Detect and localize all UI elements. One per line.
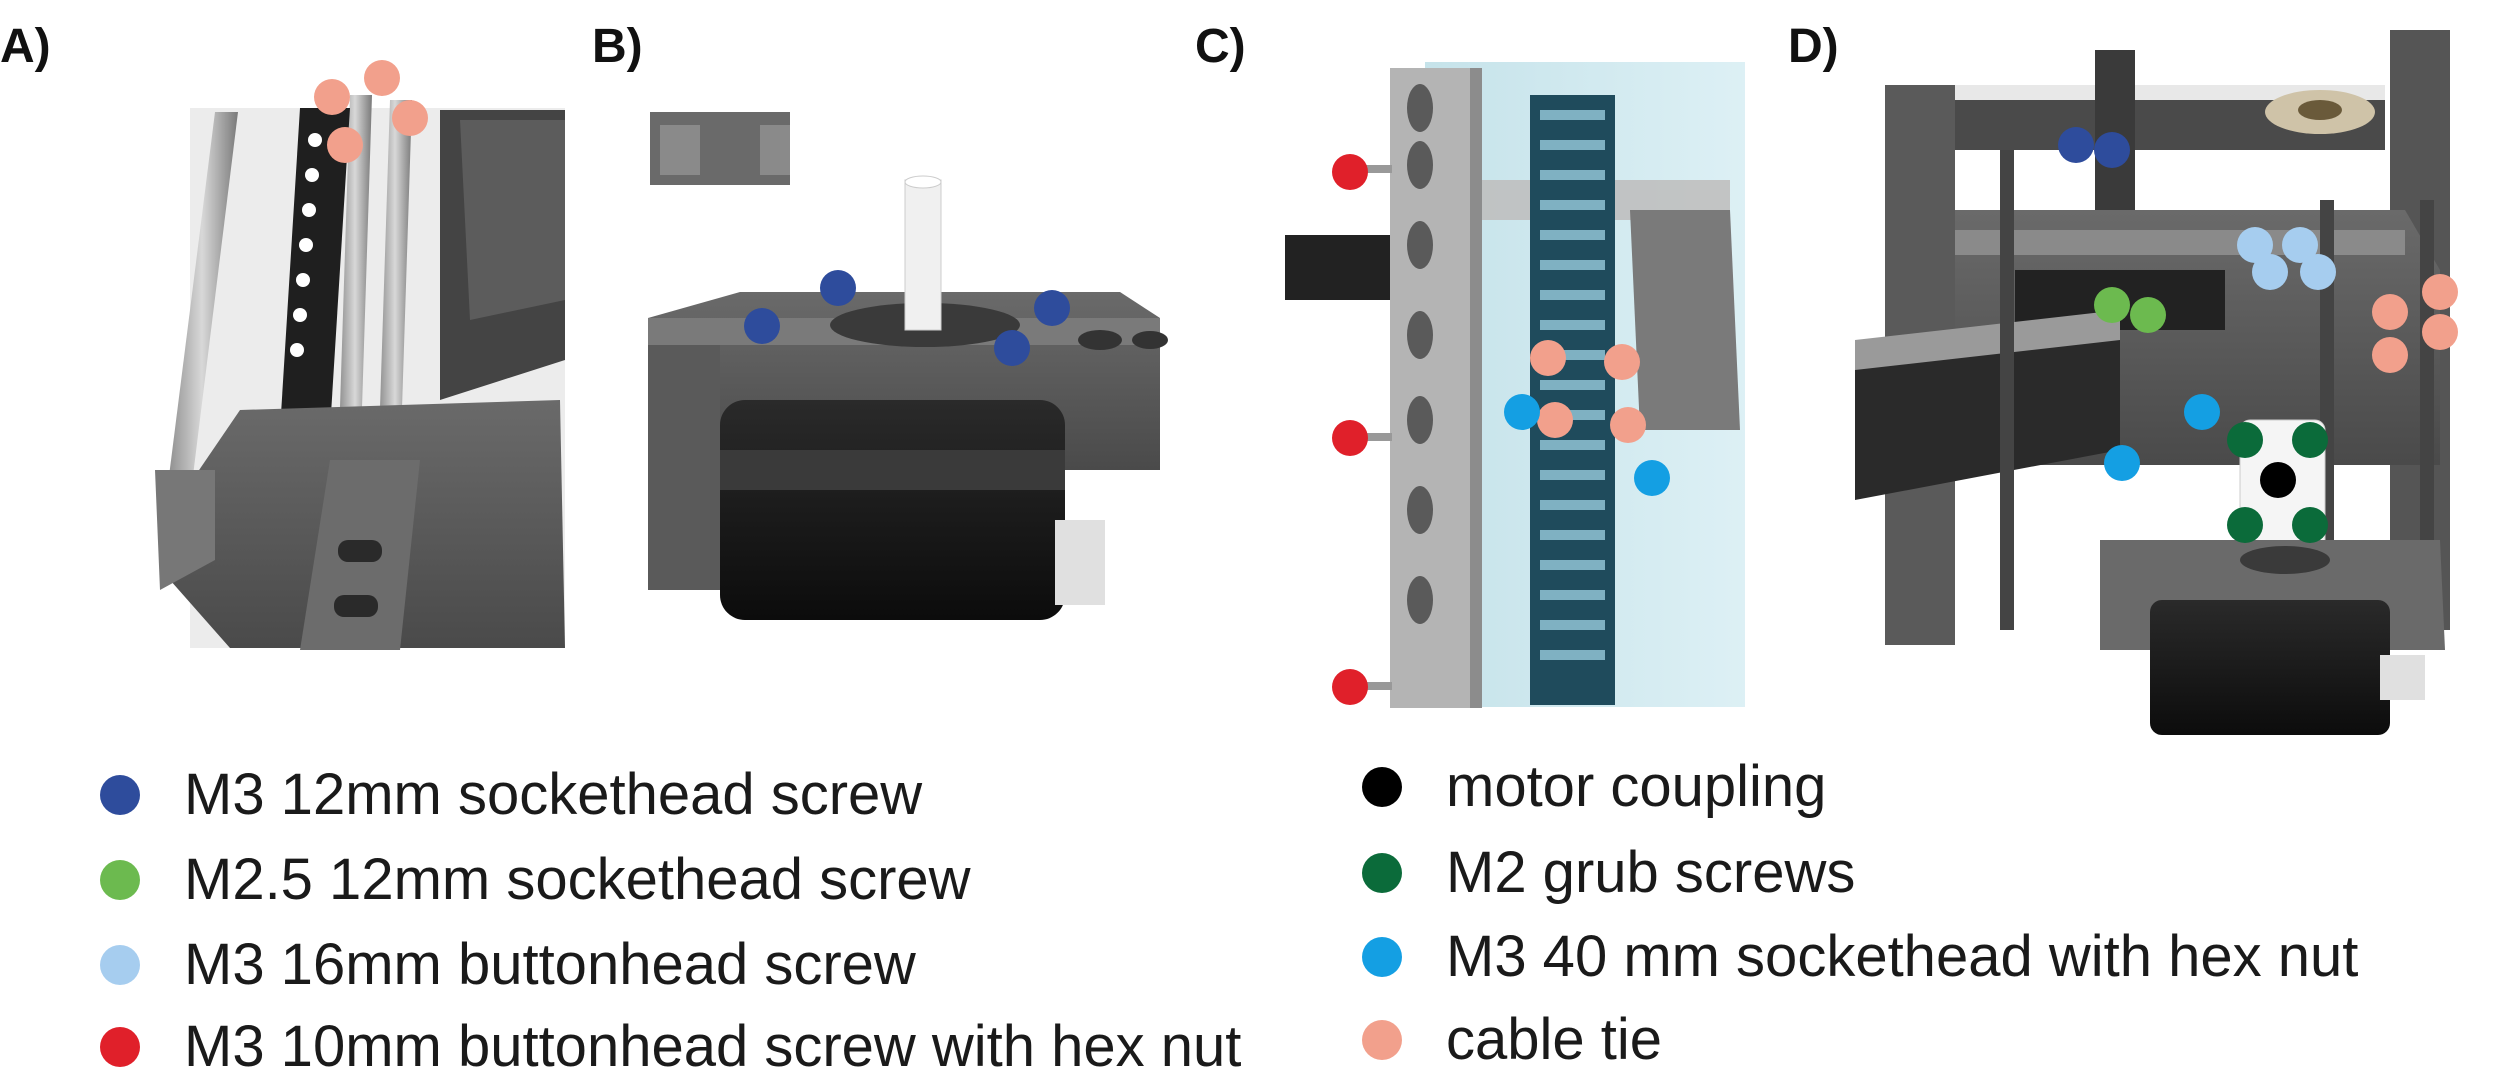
m3-12-sockethead-dot: [820, 270, 856, 306]
panel-label-a: A): [0, 20, 51, 73]
m2-grub-dot: [2292, 507, 2328, 543]
m3-40-sockethead-dot: [1504, 394, 1540, 430]
cable-tie-dot: [314, 79, 350, 115]
cable-tie-dot: [1530, 340, 1566, 376]
m3-16-buttonhead-dot: [2252, 254, 2288, 290]
legend-label-m3-16-buttonhead: M3 16mm buttonhead screw: [184, 932, 916, 997]
legend-label-cable-tie: cable tie: [1446, 1007, 1663, 1072]
m3-40-sockethead-dot: [2184, 394, 2220, 430]
panel-label-d: D): [1788, 20, 1839, 73]
m3-40-sockethead-dot: [1634, 460, 1670, 496]
m3-10-buttonhead-dot: [1332, 669, 1368, 705]
m3-10-buttonhead-dot: [1332, 420, 1368, 456]
cable-tie-dot: [2372, 337, 2408, 373]
m2-grub-dot: [2227, 507, 2263, 543]
panel-label-b: B): [592, 20, 643, 73]
m3-16-buttonhead-markers: [2237, 227, 2336, 290]
motor-coupling-dot: [2260, 462, 2296, 498]
m3-10-buttonhead-dot: [1332, 154, 1368, 190]
legend-label-m3-12-sockethead: M3 12mm sockethead screw: [184, 762, 923, 827]
m25-12-sockethead-markers: [2094, 287, 2166, 333]
m25-12-sockethead-dot: [2130, 297, 2166, 333]
m3-12-sockethead-dot: [744, 308, 780, 344]
m3-16-buttonhead-dot: [2237, 227, 2273, 263]
m3-12-sockethead-dot: [2094, 132, 2130, 168]
legend-dot-m25-12-sockethead: [100, 860, 140, 900]
m3-16-buttonhead-dot: [2300, 254, 2336, 290]
m3-12-sockethead-dot: [994, 330, 1030, 366]
cable-tie-dot: [1604, 344, 1640, 380]
panel-c-render: [1285, 62, 1745, 708]
m2-grub-markers: [2227, 422, 2328, 543]
panel-a-render: [155, 95, 565, 650]
legend-dot-m2-grub: [1362, 853, 1402, 893]
m3-12-sockethead-dot: [2058, 127, 2094, 163]
panel-b-render: [648, 112, 1168, 620]
cable-tie-dot: [1537, 402, 1573, 438]
legend-label-m3-10-buttonhead: M3 10mm buttonhead screw with hex nut: [184, 1014, 1242, 1079]
legend-dot-m3-10-buttonhead: [100, 1027, 140, 1067]
legend-label-m2-grub: M2 grub screws: [1446, 840, 1856, 905]
cable-tie-dot: [364, 60, 400, 96]
legend-label-m25-12-sockethead: M2.5 12mm sockethead screw: [184, 847, 971, 912]
legend-dot-m3-16-buttonhead: [100, 945, 140, 985]
legend-label-m3-40-sockethead: M3 40 mm sockethead with hex nut: [1446, 924, 2359, 989]
legend-label-motor-coupling: motor coupling: [1446, 754, 1827, 819]
cable-tie-dot: [2372, 294, 2408, 330]
m3-40-sockethead-dot: [2104, 445, 2140, 481]
cable-tie-dot: [327, 127, 363, 163]
legend-dot-motor-coupling: [1362, 767, 1402, 807]
legend-dot-m3-12-sockethead: [100, 775, 140, 815]
m3-12-sockethead-markers: [744, 127, 2130, 366]
m3-40-sockethead-markers: [1504, 394, 2220, 496]
m3-16-buttonhead-dot: [2282, 227, 2318, 263]
panel-label-c: C): [1195, 20, 1246, 73]
m2-grub-dot: [2227, 422, 2263, 458]
legend-dot-cable-tie: [1362, 1020, 1402, 1060]
m3-12-sockethead-dot: [1034, 290, 1070, 326]
cable-tie-markers: [314, 60, 2458, 443]
m25-12-sockethead-dot: [2094, 287, 2130, 323]
cable-tie-dot: [1610, 407, 1646, 443]
m3-10-buttonhead-markers: [1332, 154, 1368, 705]
m2-grub-dot: [2292, 422, 2328, 458]
cable-tie-dot: [2422, 274, 2458, 310]
cable-tie-dot: [2422, 314, 2458, 350]
legend-dot-m3-40-sockethead: [1362, 937, 1402, 977]
panel-d-render: [1855, 30, 2450, 735]
cable-tie-dot: [392, 100, 428, 136]
